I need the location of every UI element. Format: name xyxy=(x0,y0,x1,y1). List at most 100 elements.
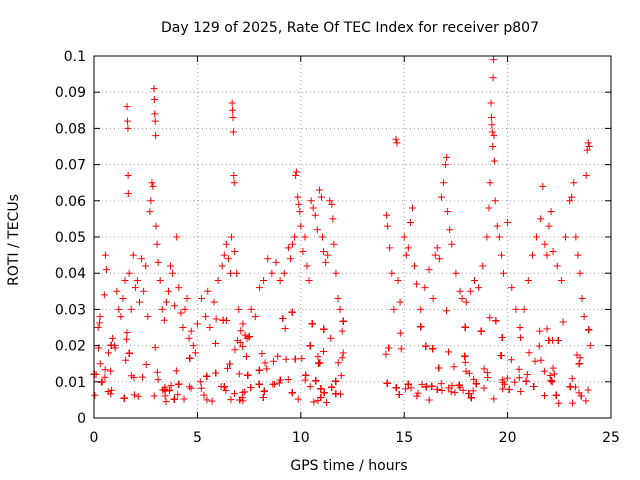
data-point xyxy=(315,186,323,194)
noise-point xyxy=(437,380,445,388)
data-point xyxy=(230,179,238,187)
data-point xyxy=(181,305,189,313)
noise-point xyxy=(91,391,99,399)
noise-point xyxy=(383,379,391,387)
data-point xyxy=(339,349,347,357)
data-point xyxy=(487,99,495,107)
y-tick-label: 0.04 xyxy=(55,266,86,282)
noise-point xyxy=(404,380,412,388)
data-point xyxy=(173,233,181,241)
data-point xyxy=(206,324,214,331)
noise-point xyxy=(522,377,530,385)
noise-point xyxy=(450,363,458,371)
noise-point xyxy=(395,391,403,399)
data-point xyxy=(309,204,317,212)
data-point xyxy=(489,143,497,150)
data-point xyxy=(202,313,210,321)
data-point xyxy=(543,251,551,259)
data-point xyxy=(151,117,159,125)
noise-point xyxy=(470,375,478,383)
data-point xyxy=(243,334,251,342)
noise-point xyxy=(153,368,161,376)
data-point xyxy=(471,276,479,284)
data-point xyxy=(229,114,237,122)
noise-point xyxy=(483,369,491,377)
data-point xyxy=(585,143,593,150)
data-point xyxy=(301,233,309,241)
data-point xyxy=(228,233,236,241)
data-point xyxy=(229,106,237,114)
noise-point xyxy=(328,383,336,391)
data-point xyxy=(448,240,456,248)
data-point xyxy=(582,171,590,179)
y-tick-label: 0.1 xyxy=(64,49,86,65)
data-point xyxy=(488,128,496,136)
data-point xyxy=(483,233,491,241)
noise-point xyxy=(548,378,556,386)
x-tick-label: 25 xyxy=(602,430,620,446)
noise-point xyxy=(175,380,183,388)
noise-point xyxy=(568,375,576,383)
y-tick-label: 0.02 xyxy=(55,339,86,355)
data-point xyxy=(317,193,325,201)
noise-point xyxy=(540,367,548,375)
noise-point xyxy=(451,389,459,397)
data-point xyxy=(490,56,498,64)
data-point xyxy=(124,124,132,132)
noise-point xyxy=(469,387,477,395)
noise-point xyxy=(320,348,328,356)
noise-point xyxy=(337,372,345,380)
data-point xyxy=(586,342,594,350)
noise-point xyxy=(291,355,299,363)
y-tick-label: 0.03 xyxy=(55,302,86,318)
noise-point xyxy=(417,323,425,331)
data-point xyxy=(528,251,536,259)
noise-point xyxy=(576,354,584,362)
data-point xyxy=(299,247,307,255)
data-point xyxy=(148,179,156,187)
noise-point xyxy=(96,313,104,321)
data-point xyxy=(222,240,230,248)
data-point xyxy=(311,211,319,219)
noise-point xyxy=(498,376,506,384)
noise-point xyxy=(536,327,544,335)
data-point xyxy=(123,103,131,111)
noise-point xyxy=(480,384,488,392)
data-point xyxy=(489,74,497,82)
data-point xyxy=(435,255,443,263)
data-point xyxy=(113,287,121,295)
noise-point xyxy=(187,384,195,392)
data-point xyxy=(394,276,402,284)
noise-point xyxy=(414,389,422,397)
y-tick-label: 0.05 xyxy=(55,230,86,246)
x-tick-label: 5 xyxy=(193,430,202,446)
noise-point xyxy=(385,344,393,352)
data-point xyxy=(404,244,412,252)
noise-point xyxy=(332,377,340,385)
noise-point xyxy=(161,383,169,391)
data-points-layer xyxy=(92,56,594,386)
data-point xyxy=(129,251,137,259)
data-point xyxy=(294,193,302,201)
noise-point xyxy=(180,395,188,403)
data-point xyxy=(386,244,394,252)
data-point xyxy=(292,171,300,179)
noise-point xyxy=(465,369,473,377)
noise-point xyxy=(170,395,178,403)
data-point xyxy=(411,262,419,270)
noise-point xyxy=(239,389,247,397)
noise-point xyxy=(161,392,169,400)
noise-point xyxy=(244,371,252,379)
noise-point xyxy=(515,365,523,373)
noise-point xyxy=(499,385,507,393)
noise-point xyxy=(543,325,551,333)
noise-point xyxy=(101,373,109,381)
data-point xyxy=(393,139,401,147)
data-point xyxy=(504,219,512,227)
data-point xyxy=(583,146,591,154)
data-point xyxy=(121,276,129,284)
noise-point xyxy=(456,383,464,391)
noise-point xyxy=(455,381,463,389)
data-point xyxy=(177,309,185,317)
